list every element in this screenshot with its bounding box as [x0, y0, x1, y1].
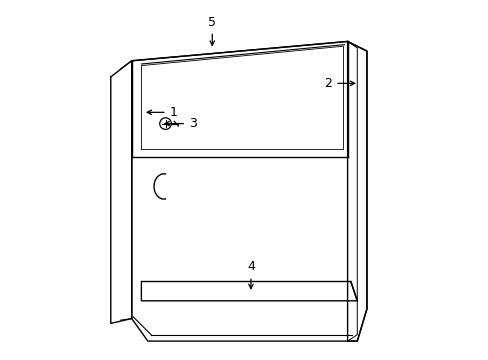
Text: 1: 1: [147, 106, 177, 119]
Text: 2: 2: [324, 77, 354, 90]
Text: 5: 5: [208, 15, 216, 45]
Text: 4: 4: [246, 261, 254, 289]
Text: 3: 3: [164, 117, 197, 130]
